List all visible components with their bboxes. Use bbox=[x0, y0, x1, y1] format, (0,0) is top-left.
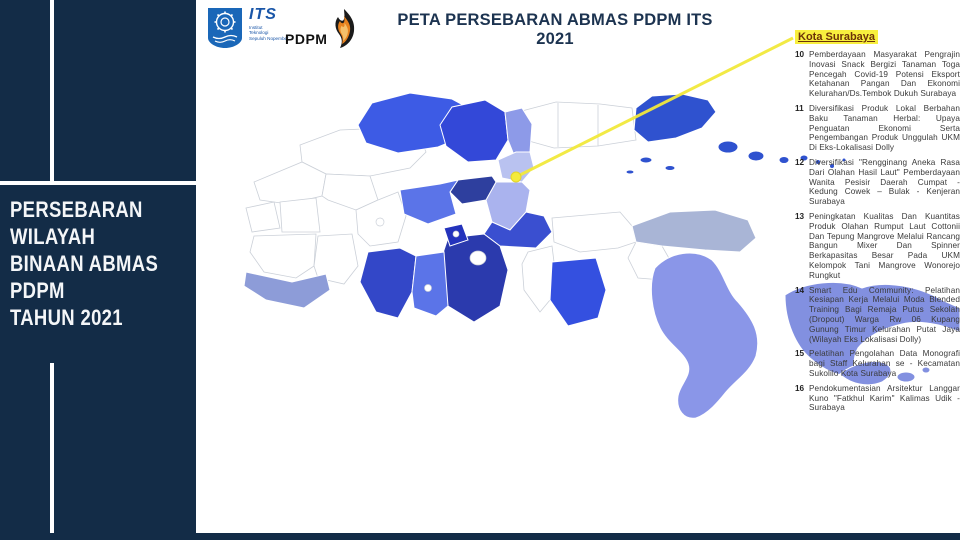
map-city-outline bbox=[452, 230, 460, 238]
sidebar-divider-vertical-top bbox=[50, 0, 54, 181]
map-city-outline bbox=[424, 284, 432, 292]
callout-line bbox=[515, 36, 794, 179]
island bbox=[747, 150, 765, 162]
map-region-blitar bbox=[411, 251, 449, 317]
item-number: 13 bbox=[795, 211, 805, 221]
island bbox=[778, 156, 790, 164]
its-shield-icon bbox=[208, 8, 242, 48]
page-title: PETA PERSEBARAN ABMAS PDPM ITS 2021 bbox=[397, 11, 713, 48]
list-item: 13 Peningkatan Kualitas Dan Kuantitas Pr… bbox=[795, 212, 960, 281]
island bbox=[816, 160, 820, 164]
item-text: Pendokumentasian Arsitektur Langgar Kuno… bbox=[809, 383, 960, 413]
legend-panel: Kota Surabaya 10 Pemberdayaan Masyarakat… bbox=[795, 27, 960, 413]
map-region bbox=[249, 233, 317, 279]
island bbox=[842, 158, 846, 162]
pdpm-label: PDPM bbox=[285, 31, 328, 47]
sidebar-title: PERSEBARAN WILAYAH BINAAN ABMAS PDPM TAH… bbox=[10, 197, 159, 330]
sidebar-main-column bbox=[50, 0, 196, 540]
sidebar-divider-vertical-bottom bbox=[50, 363, 54, 533]
item-text: Pelatihan Pengolahan Data Monografi bagi… bbox=[809, 349, 960, 378]
legend-heading: Kota Surabaya bbox=[795, 30, 879, 44]
item-text: Smart Edu Community: Pelatihan Kesiapan … bbox=[809, 285, 960, 344]
item-number: 10 bbox=[795, 50, 805, 59]
map-region-banyuwangi bbox=[650, 252, 759, 419]
item-number: 16 bbox=[795, 383, 805, 393]
island bbox=[830, 164, 834, 168]
map-region-jombang bbox=[399, 179, 460, 225]
item-number: 11 bbox=[795, 103, 804, 113]
map-city-outline bbox=[469, 250, 487, 266]
map-region bbox=[521, 245, 555, 313]
sidebar-left-column bbox=[0, 0, 50, 540]
map-region-lamongan bbox=[439, 99, 509, 163]
map-region-jember bbox=[549, 257, 607, 327]
list-item: 16 Pendokumentasian Arsitektur Langgar K… bbox=[795, 384, 960, 413]
its-full-name: Institut Teknologi Sepuluh Nopember bbox=[249, 25, 289, 41]
item-text: Diversifikasi "Rengginang Aneka Rasa Dar… bbox=[809, 157, 960, 207]
map-region bbox=[245, 201, 281, 233]
item-text: Peningkatan Kualitas Dan Kuantitas Produ… bbox=[809, 211, 960, 280]
surabaya-marker bbox=[510, 171, 522, 183]
island bbox=[639, 156, 653, 164]
item-number: 12 bbox=[795, 157, 805, 167]
map-region-bali bbox=[784, 281, 960, 376]
list-item: 12 Diversifikasi "Rengginang Aneka Rasa … bbox=[795, 158, 960, 207]
map-region-tulungagung bbox=[359, 247, 417, 319]
pdpm-flame-icon bbox=[335, 9, 355, 48]
list-item: 10 Pemberdayaan Masyarakat Pengrajin Ino… bbox=[795, 50, 960, 99]
island bbox=[625, 169, 635, 175]
item-text: Pemberdayaan Masyarakat Pengrajin Inovas… bbox=[809, 50, 960, 99]
its-logo: ITS Institut Teknologi Sepuluh Nopember bbox=[206, 7, 289, 49]
map-region bbox=[279, 197, 321, 233]
item-text: Diversifikasi Produk Lokal Berbahan Baku… bbox=[809, 103, 960, 153]
legend-list: 10 Pemberdayaan Masyarakat Pengrajin Ino… bbox=[795, 50, 960, 413]
map-region-bali-peninsula bbox=[839, 361, 892, 386]
island bbox=[896, 371, 916, 383]
sidebar-divider-horizontal bbox=[0, 181, 196, 185]
item-number: 15 bbox=[795, 349, 805, 359]
item-number: 14 bbox=[795, 285, 805, 295]
island bbox=[799, 154, 809, 162]
map-city-outline bbox=[375, 217, 385, 227]
map-region-sumenep bbox=[633, 93, 717, 143]
island bbox=[921, 366, 931, 374]
island bbox=[717, 140, 739, 154]
bottom-bar bbox=[0, 533, 960, 540]
list-item: 11 Diversifikasi Produk Lokal Berbahan B… bbox=[795, 104, 960, 153]
its-acronym: ITS bbox=[249, 6, 277, 23]
map-region bbox=[551, 211, 637, 253]
list-item: 15 Pelatihan Pengolahan Data Monografi b… bbox=[795, 349, 960, 378]
map-region bbox=[313, 233, 359, 285]
pdpm-logo: PDPM bbox=[285, 8, 357, 50]
island bbox=[664, 165, 676, 171]
east-java-map bbox=[243, 36, 960, 419]
map-region-malang bbox=[437, 233, 509, 323]
list-item: 14 Smart Edu Community: Pelatihan Kesiap… bbox=[795, 286, 960, 345]
map-region-situbondo bbox=[631, 209, 757, 253]
map-region-pacitan bbox=[243, 271, 331, 309]
